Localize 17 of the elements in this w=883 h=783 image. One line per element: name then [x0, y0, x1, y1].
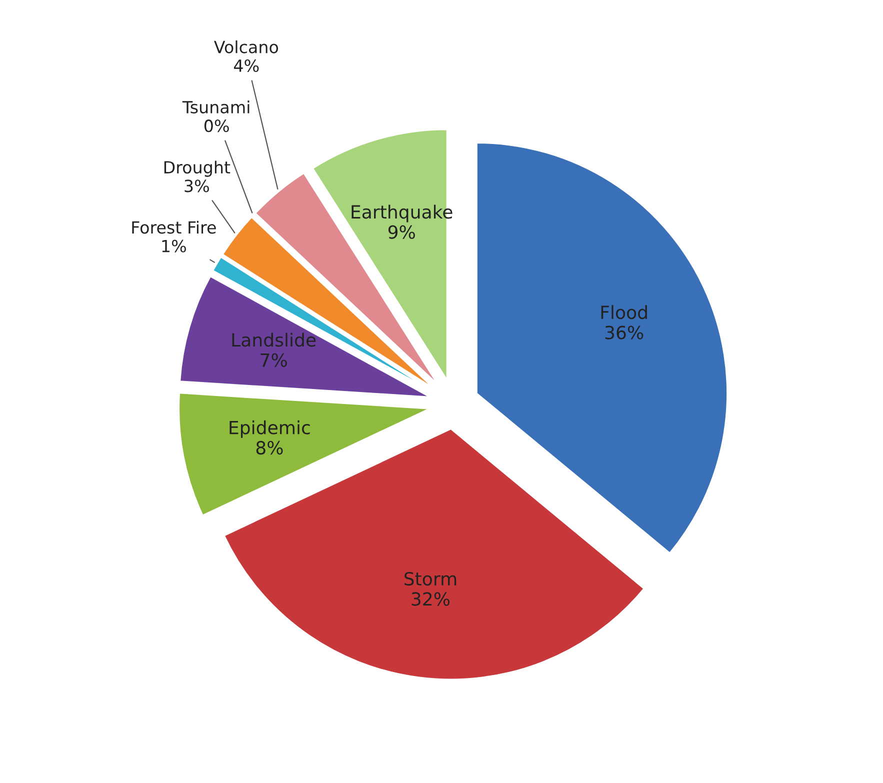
data-label: 3% [184, 180, 209, 192]
data-label: 32% [412, 592, 450, 606]
category-label: Tsunami [182, 100, 250, 114]
text: 0% [204, 120, 229, 132]
slice-label: Forest Fire [132, 220, 216, 234]
data-label: 9% [388, 225, 415, 239]
data-label: 4% [234, 59, 259, 72]
slice-label: Landslide [232, 332, 316, 347]
slice-label: Volcano [214, 40, 278, 54]
slice-label: Drought [164, 160, 230, 177]
data-label: 8% [256, 440, 283, 455]
data-label: 36% [605, 326, 644, 340]
data-label: 1% [162, 240, 186, 252]
slice-label: Flood [601, 305, 647, 320]
slice-label: Epidemic [230, 420, 310, 438]
data-label: 7% [260, 353, 287, 367]
slice-label: Storm [404, 572, 456, 586]
